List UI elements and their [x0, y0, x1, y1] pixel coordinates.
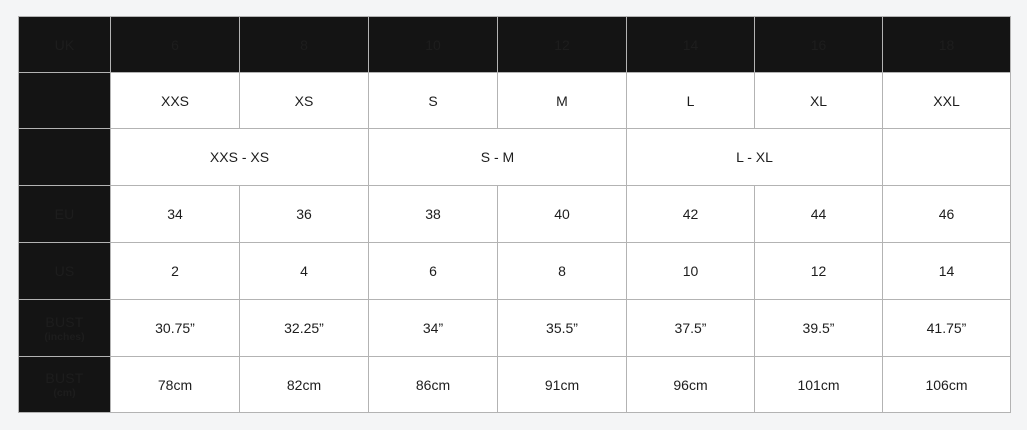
row-label-bust-inches-main: BUST: [45, 313, 84, 330]
cell-bust-in-18: 41.75”: [882, 299, 1011, 357]
cell-eu-12: 40: [497, 185, 627, 243]
header-cell-size-18: 18: [882, 16, 1011, 73]
table-row-uk-header: UK 6 8 10 12 14 16 18: [18, 16, 1011, 73]
cell-bust-in-6: 30.75”: [110, 299, 240, 357]
row-label-alpha: [18, 72, 111, 129]
cell-alpha-14: L: [626, 72, 755, 129]
cell-alpha-8: XS: [239, 72, 369, 129]
cell-eu-16: 44: [754, 185, 883, 243]
header-cell-size-12: 12: [497, 16, 627, 73]
cell-alpha-18: XXL: [882, 72, 1011, 129]
cell-alpha-6: XXS: [110, 72, 240, 129]
header-cell-size-8: 8: [239, 16, 369, 73]
cell-eu-6: 34: [110, 185, 240, 243]
cell-us-6: 2: [110, 242, 240, 300]
cell-eu-8: 36: [239, 185, 369, 243]
table-row-us: US 2 4 6 8 10 12 14: [18, 242, 1011, 300]
cell-alpha-12: M: [497, 72, 627, 129]
table-row-alpha-sizes: XXS XS S M L XL XXL: [18, 72, 1011, 129]
header-cell-size-10: 10: [368, 16, 498, 73]
cell-eu-18: 46: [882, 185, 1011, 243]
cell-range-s-m: S - M: [368, 128, 627, 186]
header-cell-size-6: 6: [110, 16, 240, 73]
cell-bust-cm-12: 91cm: [497, 356, 627, 413]
header-cell-size-14: 14: [626, 16, 755, 73]
cell-us-16: 12: [754, 242, 883, 300]
cell-eu-10: 38: [368, 185, 498, 243]
cell-us-18: 14: [882, 242, 1011, 300]
row-label-us: US: [18, 242, 111, 300]
row-label-bust-cm: BUST (cm): [18, 356, 111, 413]
cell-bust-cm-16: 101cm: [754, 356, 883, 413]
header-cell-size-16: 16: [754, 16, 883, 73]
cell-bust-in-10: 34”: [368, 299, 498, 357]
cell-bust-in-8: 32.25”: [239, 299, 369, 357]
cell-range-empty: [882, 128, 1011, 186]
cell-us-14: 10: [626, 242, 755, 300]
cell-alpha-16: XL: [754, 72, 883, 129]
cell-range-xxs-xs: XXS - XS: [110, 128, 369, 186]
table-row-alpha-ranges: XXS - XS S - M L - XL: [18, 128, 1011, 186]
row-label-uk: UK: [18, 16, 111, 73]
cell-bust-in-12: 35.5”: [497, 299, 627, 357]
cell-alpha-10: S: [368, 72, 498, 129]
row-label-bust-inches: BUST (inches): [18, 299, 111, 357]
cell-us-8: 4: [239, 242, 369, 300]
size-conversion-table: UK 6 8 10 12 14 16 18 XXS XS S M L XL XX…: [18, 16, 1011, 413]
table-row-bust-cm: BUST (cm) 78cm 82cm 86cm 91cm 96cm 101cm…: [18, 356, 1011, 413]
cell-bust-in-16: 39.5”: [754, 299, 883, 357]
cell-bust-cm-18: 106cm: [882, 356, 1011, 413]
row-label-bust-inches-unit: (inches): [44, 330, 85, 343]
cell-bust-cm-8: 82cm: [239, 356, 369, 413]
row-label-range: [18, 128, 111, 186]
table-row-eu: EU 34 36 38 40 42 44 46: [18, 185, 1011, 243]
cell-bust-cm-6: 78cm: [110, 356, 240, 413]
cell-us-10: 6: [368, 242, 498, 300]
size-chart-container: UK 6 8 10 12 14 16 18 XXS XS S M L XL XX…: [18, 16, 1011, 413]
row-label-eu: EU: [18, 185, 111, 243]
cell-bust-cm-10: 86cm: [368, 356, 498, 413]
cell-bust-cm-14: 96cm: [626, 356, 755, 413]
row-label-bust-cm-main: BUST: [45, 370, 84, 386]
row-label-bust-cm-unit: (cm): [53, 387, 76, 399]
table-row-bust-inches: BUST (inches) 30.75” 32.25” 34” 35.5” 37…: [18, 299, 1011, 357]
cell-range-l-xl: L - XL: [626, 128, 883, 186]
cell-eu-14: 42: [626, 185, 755, 243]
cell-bust-in-14: 37.5”: [626, 299, 755, 357]
cell-us-12: 8: [497, 242, 627, 300]
